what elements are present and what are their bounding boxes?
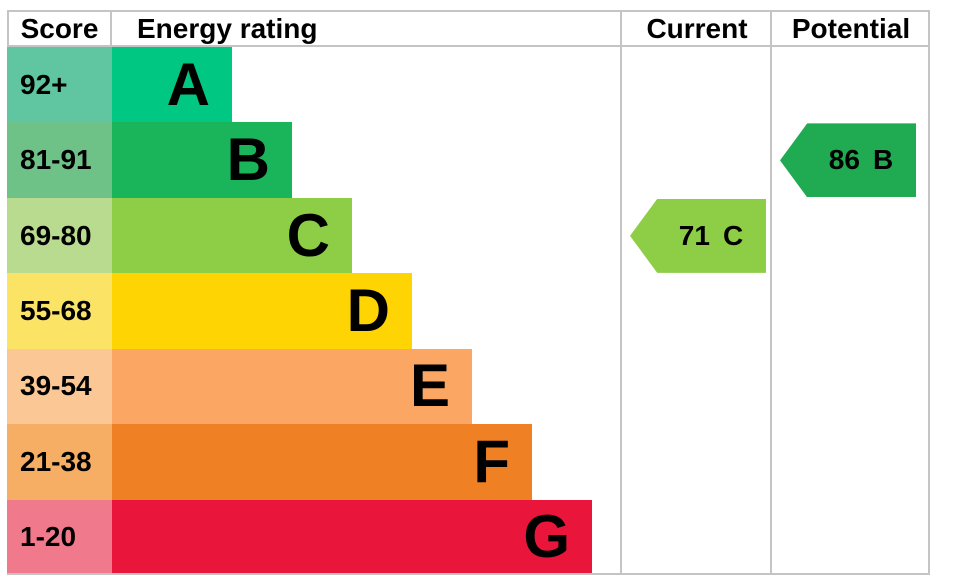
score-cell-c: 69-80	[7, 197, 112, 274]
rating-bar-g: G	[112, 499, 592, 575]
current-header: Current	[646, 12, 748, 44]
band-letter-c: C	[286, 201, 330, 269]
rating-bar-f: F	[112, 424, 532, 500]
band-letter-f: F	[473, 427, 510, 495]
current-column-divider	[620, 10, 622, 575]
table-border-top	[7, 10, 930, 12]
potential-rating-value: 86	[828, 144, 860, 176]
epc-rating-chart: Score Energy rating Current Potential 92…	[7, 10, 930, 575]
score-cell-e: 39-54	[7, 348, 112, 425]
rating-bar-a: A	[112, 47, 232, 123]
current-rating-value: 71	[678, 219, 710, 251]
band-letter-g: G	[523, 503, 570, 571]
energy-rating-header: Energy rating	[137, 12, 318, 44]
chart-body: 92+ A 81-91 B 69-80 C 55-68 D 39-54 E 21…	[7, 47, 930, 575]
current-rating-arrow: 71 C	[630, 198, 766, 273]
table-border-bottom	[7, 573, 930, 575]
band-letter-d: D	[346, 276, 390, 344]
table-border-right	[928, 10, 930, 575]
band-letter-b: B	[226, 126, 270, 194]
band-row-e: 39-54 E	[7, 348, 930, 425]
score-cell-f: 21-38	[7, 424, 112, 500]
potential-column-divider	[770, 10, 772, 575]
band-row-b: 81-91 B	[7, 122, 930, 198]
band-row-a: 92+ A	[7, 47, 930, 123]
rating-bar-b: B	[112, 122, 292, 198]
score-cell-d: 55-68	[7, 273, 112, 349]
band-letter-a: A	[166, 50, 210, 118]
score-header: Score	[20, 12, 99, 44]
band-row-f: 21-38 F	[7, 424, 930, 500]
potential-rating-band: B	[872, 144, 894, 176]
score-cell-b: 81-91	[7, 122, 112, 198]
rating-bar-d: D	[112, 273, 412, 349]
band-row-c: 69-80 C	[7, 197, 930, 274]
header-row: Score Energy rating Current Potential	[7, 10, 930, 47]
header-divider-line	[7, 45, 930, 47]
rating-bar-e: E	[112, 348, 472, 425]
band-letter-e: E	[409, 352, 450, 420]
current-rating-band: C	[722, 219, 744, 251]
score-column-divider	[110, 10, 112, 47]
score-cell-a: 92+	[7, 47, 112, 123]
rating-bar-c: C	[112, 197, 352, 274]
band-row-g: 1-20 G	[7, 499, 930, 575]
band-row-d: 55-68 D	[7, 273, 930, 349]
score-cell-g: 1-20	[7, 499, 112, 575]
potential-rating-arrow: 86 B	[780, 123, 916, 198]
potential-header: Potential	[791, 12, 911, 44]
header-border-left	[7, 10, 9, 47]
